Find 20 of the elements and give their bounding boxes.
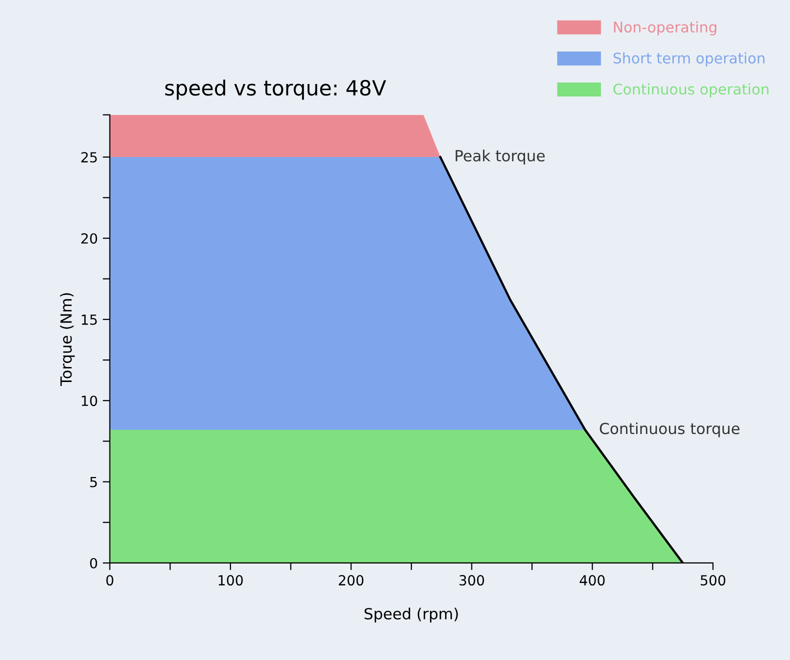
legend-label: Short term operation <box>614 52 764 66</box>
x-tick-label: 500 <box>700 575 726 586</box>
x-tick-label: 200 <box>338 575 364 586</box>
y-tick-label: 5 <box>90 476 97 488</box>
x-tick-label: 100 <box>218 575 243 586</box>
y-tick-label: 15 <box>82 314 97 325</box>
chart-title: speed vs torque: 48V <box>165 80 386 100</box>
legend-label: Non-operating <box>614 21 716 36</box>
x-tick-label: 0 <box>106 575 114 586</box>
x-axis-title: Speed (rpm) <box>364 608 458 622</box>
y-axis-title: Torque (Nm) <box>60 293 75 386</box>
x-tick-label: 300 <box>460 575 484 586</box>
y-tick-label: 10 <box>82 396 98 406</box>
x-tick-label: 400 <box>580 575 605 586</box>
y-tick-label: 0 <box>90 558 98 568</box>
annotation: Continuous torque <box>600 422 740 438</box>
annotation: Peak torque <box>456 150 545 164</box>
y-tick-label: 20 <box>81 233 98 244</box>
legend-label: Continuous operation <box>613 83 768 98</box>
y-tick-label: 25 <box>81 152 97 163</box>
